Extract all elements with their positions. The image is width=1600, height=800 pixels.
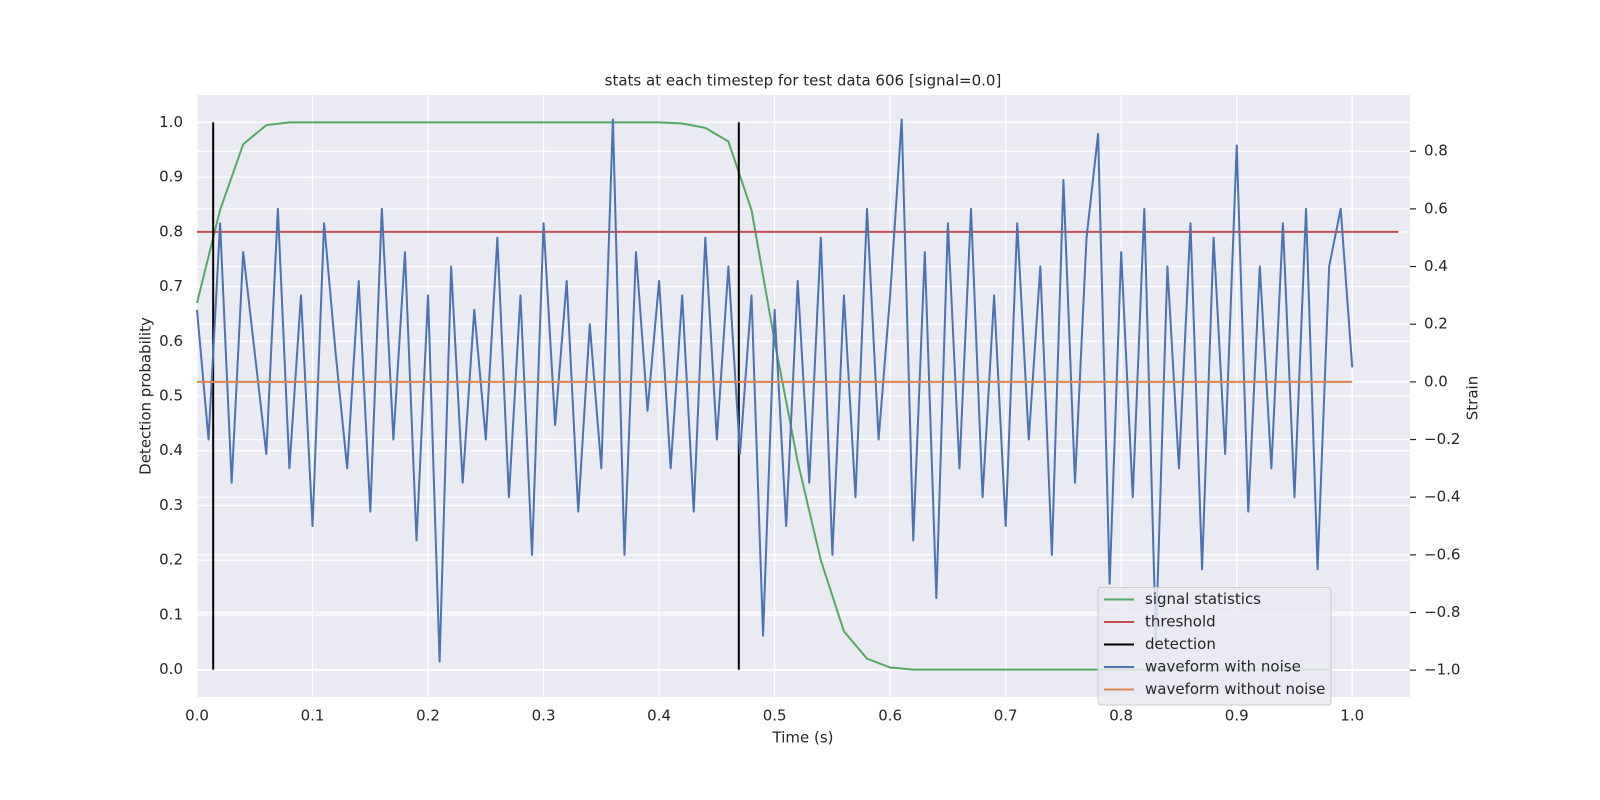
y2-tick-label: 0.6 <box>1424 199 1448 217</box>
y-tick-label: 0.2 <box>159 551 183 569</box>
y-tick-label: 0.5 <box>159 387 183 405</box>
y-tick-label: 0.6 <box>159 332 183 350</box>
legend: signal statistics threshold detection wavef… <box>1097 587 1332 706</box>
y-tick-label: 1.0 <box>159 113 183 131</box>
y2-tick-label: 0.2 <box>1424 315 1448 333</box>
y2-tick-label: 0.0 <box>1424 372 1448 390</box>
y2-tick-label: −0.6 <box>1424 545 1460 563</box>
y2-tick-label: −1.0 <box>1424 661 1460 679</box>
x-tick-label: 0.6 <box>878 707 902 725</box>
y2-axis-label: Strain <box>1464 376 1482 420</box>
x-tick-label: 1.0 <box>1340 707 1364 725</box>
y-tick-label: 0.9 <box>159 168 183 186</box>
legend-label: detection <box>1145 635 1216 653</box>
y-tick-label: 0.1 <box>159 605 183 623</box>
x-tick-label: 0.0 <box>185 707 209 725</box>
x-tick-label: 0.1 <box>301 707 325 725</box>
legend-label: threshold <box>1145 613 1216 631</box>
legend-label: signal statistics <box>1145 590 1261 608</box>
x-tick-label: 0.5 <box>763 707 787 725</box>
legend-label: waveform without noise <box>1145 680 1325 698</box>
y2-tick-label: 0.8 <box>1424 142 1448 160</box>
x-tick-label: 0.4 <box>647 707 671 725</box>
y-tick-label: 0.3 <box>159 496 183 514</box>
x-axis-label: Time (s) <box>772 729 834 747</box>
y2-tick-label: −0.4 <box>1424 488 1460 506</box>
y-tick-label: 0.8 <box>159 222 183 240</box>
marks <box>196 118 1399 671</box>
y2-tick-label: −0.8 <box>1424 603 1460 621</box>
legend-label: waveform with noise <box>1145 658 1301 676</box>
x-tick-label: 0.7 <box>994 707 1018 725</box>
x-tick-label: 0.9 <box>1225 707 1249 725</box>
y-tick-label: 0.4 <box>159 441 183 459</box>
x-tick-label: 0.3 <box>532 707 556 725</box>
y-axis-label: Detection probability <box>137 317 155 475</box>
y2-tick-label: 0.4 <box>1424 257 1448 275</box>
series-line <box>196 118 1354 663</box>
legend-box <box>1097 587 1332 706</box>
y2-tick-label: −0.2 <box>1424 430 1460 448</box>
y-tick-label: 0.7 <box>159 277 183 295</box>
chart-title: stats at each timestep for test data 606… <box>605 72 1002 90</box>
y-tick-label: 0.0 <box>159 660 183 678</box>
x-tick-label: 0.8 <box>1109 707 1133 725</box>
x-tick-label: 0.2 <box>416 707 440 725</box>
